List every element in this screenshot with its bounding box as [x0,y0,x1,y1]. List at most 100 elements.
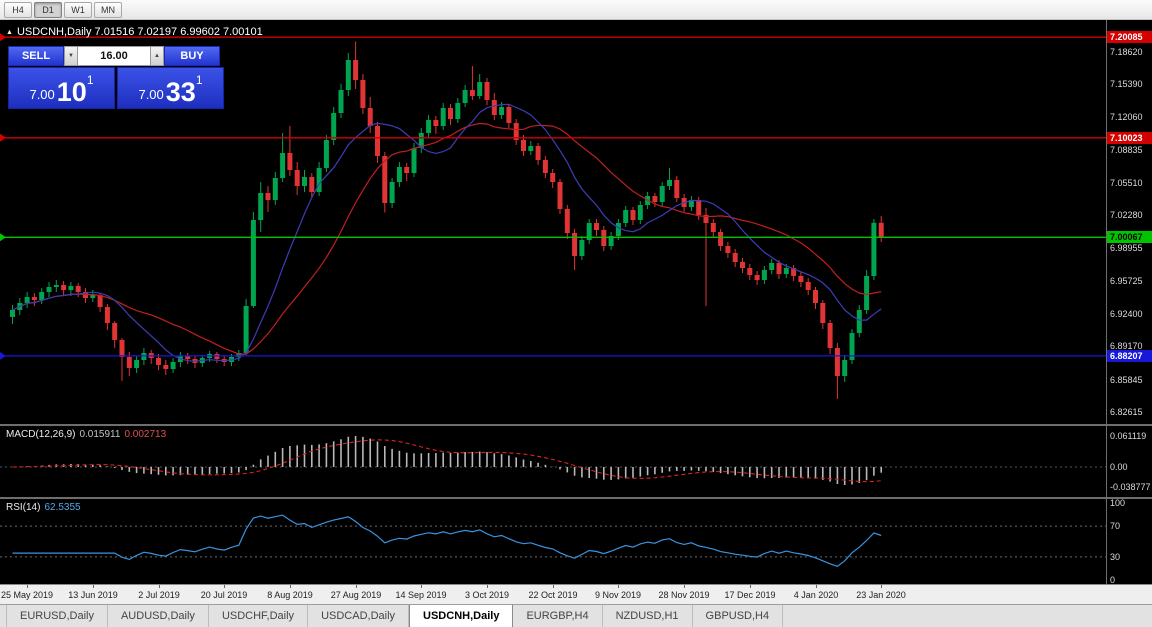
macd-level-label: -0.038777 [1110,482,1151,492]
rsi-level-label: 100 [1110,498,1126,508]
date-tick-mark [881,585,882,588]
macd-signal-line [12,439,882,483]
volume-input[interactable] [78,46,150,66]
chart-tab-nzdusd[interactable]: NZDUSD,H1 [603,605,693,627]
date-tick-mark [356,585,357,588]
chart-tab-usdcad[interactable]: USDCAD,Daily [308,605,410,627]
macd-main-value: 0.015911 [79,429,121,440]
macd-histogram [18,436,883,485]
buy-price-pips: 33 [165,77,196,108]
hline-marker-icon [0,351,6,360]
sell-price-point: 1 [86,73,94,87]
date-tick-mark [684,585,685,588]
pane-divider[interactable] [0,497,1152,499]
date-label: 20 Jul 2019 [200,590,248,600]
rsi-level-label: 70 [1110,521,1121,531]
macd-name: MACD(12,26,9) [6,429,76,440]
date-tick-mark [159,585,160,588]
chart-title-text: USDCNH,Daily 7.01516 7.02197 6.99602 7.0… [16,26,263,38]
date-tick-mark [750,585,751,588]
date-tick-mark [224,585,225,588]
chart-area[interactable]: ▲ USDCNH,Daily 7.01516 7.02197 6.99602 7… [0,20,1152,604]
hline-marker-icon [0,233,6,242]
date-label: 13 Jun 2019 [68,590,118,600]
ma-slow-line [12,122,882,355]
sell-price-main: 7.00 [29,87,55,102]
buy-price-main: 7.00 [138,87,164,102]
date-tick-mark [421,585,422,588]
date-tick-mark [816,585,817,588]
chart-tab-usdcnh[interactable]: USDCNH,Daily [409,605,514,627]
date-tick-mark [553,585,554,588]
volume-increase-button[interactable]: ▲ [150,46,164,66]
price-tick: 7.02280 [1110,210,1143,220]
price-tick: 6.95725 [1110,276,1143,286]
date-label: 28 Nov 2019 [658,590,710,600]
date-tick-mark [27,585,28,588]
chart-tab-eurusd[interactable]: EURUSD,Daily [6,605,108,627]
rsi-label: RSI(14) 62.5355 [6,502,81,513]
sell-price-panel[interactable]: 7.00 10 1 [8,67,115,109]
price-axis[interactable]: 7.18620 7.15390 7.12060 7.08835 7.05510 7.022… [1106,20,1152,585]
price-tick: 7.15390 [1110,79,1143,89]
hline-marker-icon [0,33,6,42]
sell-price-pips: 10 [56,77,87,108]
date-label: 8 Aug 2019 [267,590,313,600]
price-tick: 6.85845 [1110,375,1143,385]
sell-button[interactable]: SELL [8,46,64,66]
price-label-box: 6.88207 [1107,350,1152,362]
price-tick: 7.12060 [1110,112,1143,122]
price-tick: 7.05510 [1110,178,1143,188]
date-label: 23 Jan 2020 [856,590,906,600]
chart-tab-audusd[interactable]: AUDUSD,Daily [108,605,209,627]
macd-level-label: 0.00 [1110,462,1128,472]
macd-signal-value: 0.002713 [124,429,167,440]
chart-tab-usdchf[interactable]: USDCHF,Daily [209,605,309,627]
price-label-box: 7.10023 [1107,132,1152,144]
date-tick-mark [290,585,291,588]
main-chart-pane[interactable] [0,20,1106,424]
buy-button[interactable]: BUY [164,46,220,66]
date-tick-mark [487,585,488,588]
price-label-box: 7.20085 [1107,31,1152,43]
rsi-level-label: 0 [1110,575,1116,585]
buy-price-panel[interactable]: 7.00 33 1 [117,67,224,109]
chart-title: ▲ USDCNH,Daily 7.01516 7.02197 6.99602 7… [6,26,263,38]
macd-level-label: 0.061119 [1110,431,1147,441]
buy-price-point: 1 [195,73,203,87]
price-tick: 6.82615 [1110,407,1143,417]
macd-label: MACD(12,26,9) 0.015911 0.002713 [6,429,166,440]
volume-decrease-button[interactable]: ▼ [64,46,78,66]
timeframe-toolbar: H4 D1 W1 MN [0,0,1152,20]
date-label: 14 Sep 2019 [395,590,447,600]
chart-tab-gbpusd[interactable]: GBPUSD,H4 [693,605,784,627]
price-label-box: 7.00067 [1107,231,1152,243]
date-label: 22 Oct 2019 [528,590,578,600]
time-axis[interactable]: 25 May 2019 13 Jun 2019 2 Jul 2019 20 Jul 2… [0,584,1152,604]
date-label: 9 Nov 2019 [594,590,642,600]
rsi-line [12,514,882,567]
chart-tab-eurgbp[interactable]: EURGBP,H4 [513,605,603,627]
rsi-level-label: 30 [1110,552,1121,562]
hline-marker-icon [0,133,6,142]
pane-divider[interactable] [0,424,1152,426]
date-label: 3 Oct 2019 [464,590,510,600]
timeframe-button-w1[interactable]: W1 [64,1,92,18]
price-tick: 7.08835 [1110,145,1143,155]
price-tick: 6.92400 [1110,309,1143,319]
rsi-pane[interactable] [0,499,1106,584]
date-label: 17 Dec 2019 [724,590,776,600]
ma-fast-line [12,103,882,362]
date-tick-mark [618,585,619,588]
macd-pane[interactable] [0,426,1106,497]
timeframe-button-d1[interactable]: D1 [34,1,62,18]
chart-marker-icon: ▲ [6,28,13,36]
one-click-trading-panel: SELL ▼ ▲ BUY 7.00 10 1 7.00 33 1 [8,46,224,109]
timeframe-button-h4[interactable]: H4 [4,1,32,18]
timeframe-button-mn[interactable]: MN [94,1,122,18]
date-tick-mark [93,585,94,588]
price-tick: 6.89170 [1110,341,1143,351]
date-label: 2 Jul 2019 [138,590,180,600]
rsi-name: RSI(14) [6,502,41,513]
